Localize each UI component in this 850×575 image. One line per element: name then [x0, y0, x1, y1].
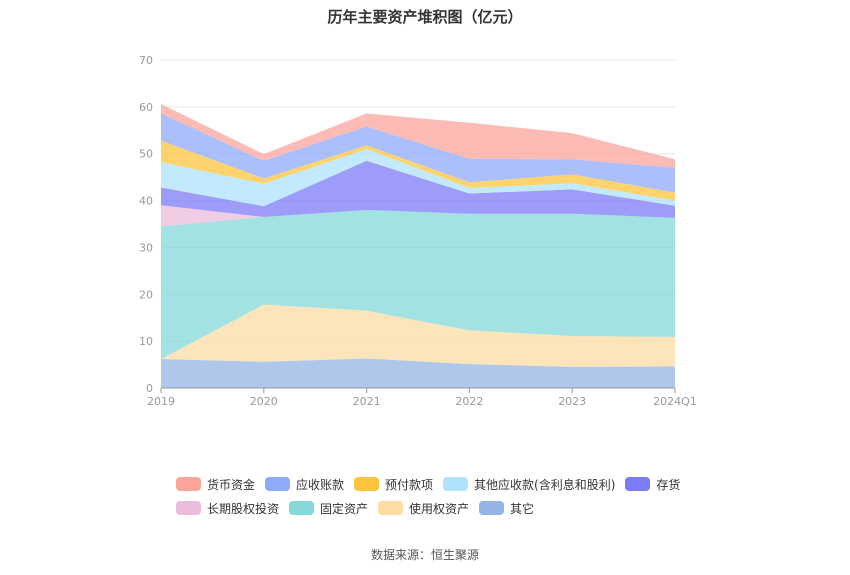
- legend-swatch: [479, 501, 505, 515]
- legend-item[interactable]: 使用权资产: [378, 500, 469, 517]
- y-tick-label: 50: [139, 148, 153, 161]
- y-axis-ticks: 0 10 20 30 40 50 60 70: [139, 54, 153, 395]
- legend-swatch: [265, 477, 291, 491]
- legend-label: 其他应收款(含利息和股利): [474, 477, 616, 492]
- y-tick-label: 30: [139, 241, 153, 254]
- legend-label: 应收账款: [296, 477, 345, 492]
- legend-item[interactable]: 固定资产: [289, 500, 368, 517]
- x-axis: [160, 387, 676, 393]
- legend-swatch: [176, 477, 201, 491]
- legend-row: 货币资金 应收账款 预付款项 其他应收款(含利息和股利) 存货: [176, 472, 696, 496]
- legend-item[interactable]: 长期股权投资: [176, 500, 279, 517]
- legend-swatch: [443, 477, 469, 491]
- legend-item[interactable]: 预付款项: [354, 476, 433, 493]
- legend-item[interactable]: 货币资金: [176, 476, 255, 493]
- series-areas: [161, 104, 675, 388]
- legend-item[interactable]: 存货: [625, 476, 680, 493]
- series-area: [161, 113, 675, 193]
- source-note: 数据来源：恒生聚源: [370, 548, 479, 562]
- legend-swatch: [625, 477, 651, 491]
- x-tick-label: 2020: [250, 395, 278, 408]
- legend-label: 预付款项: [385, 477, 434, 492]
- series-area: [161, 149, 675, 207]
- legend: 货币资金 应收账款 预付款项 其他应收款(含利息和股利) 存货长期股权投资 固定资产 使用权…: [176, 472, 696, 520]
- y-tick-label: 70: [139, 54, 153, 67]
- legend-label: 长期股权投资: [207, 501, 280, 516]
- x-tick-label: 2019: [147, 395, 175, 408]
- legend-label: 存货: [656, 477, 681, 492]
- legend-item[interactable]: 应收账款: [265, 476, 344, 493]
- x-tick-label: 2024Q1: [653, 395, 697, 408]
- series-area: [161, 358, 675, 388]
- x-axis-ticks: 2019 2020 2021 2022 2023 2024Q1: [147, 395, 697, 408]
- legend-label: 固定资产: [320, 501, 369, 516]
- legend-item[interactable]: 其他应收款(含利息和股利): [443, 476, 615, 493]
- series-area: [161, 209, 675, 359]
- legend-label: 使用权资产: [409, 501, 470, 516]
- legend-swatch: [378, 501, 404, 515]
- y-tick-label: 40: [139, 195, 153, 208]
- legend-label: 货币资金: [207, 477, 256, 492]
- series-area: [161, 160, 675, 218]
- x-tick-label: 2023: [558, 395, 586, 408]
- legend-item[interactable]: 其它: [479, 500, 534, 517]
- y-tick-label: 10: [139, 335, 153, 348]
- y-tick-label: 20: [139, 288, 153, 301]
- legend-swatch: [289, 501, 315, 515]
- series-area: [161, 304, 675, 367]
- chart-title: 历年主要资产堆积图（亿元）: [327, 8, 523, 26]
- legend-label: 其它: [510, 501, 535, 516]
- x-tick-label: 2021: [353, 395, 381, 408]
- legend-row: 长期股权投资 固定资产 使用权资产 其它: [176, 496, 696, 520]
- series-area: [161, 104, 675, 168]
- x-tick-label: 2022: [455, 395, 483, 408]
- y-tick-label: 60: [139, 101, 153, 114]
- y-tick-label: 0: [146, 382, 153, 395]
- legend-swatch: [354, 477, 380, 491]
- legend-swatch: [176, 501, 201, 515]
